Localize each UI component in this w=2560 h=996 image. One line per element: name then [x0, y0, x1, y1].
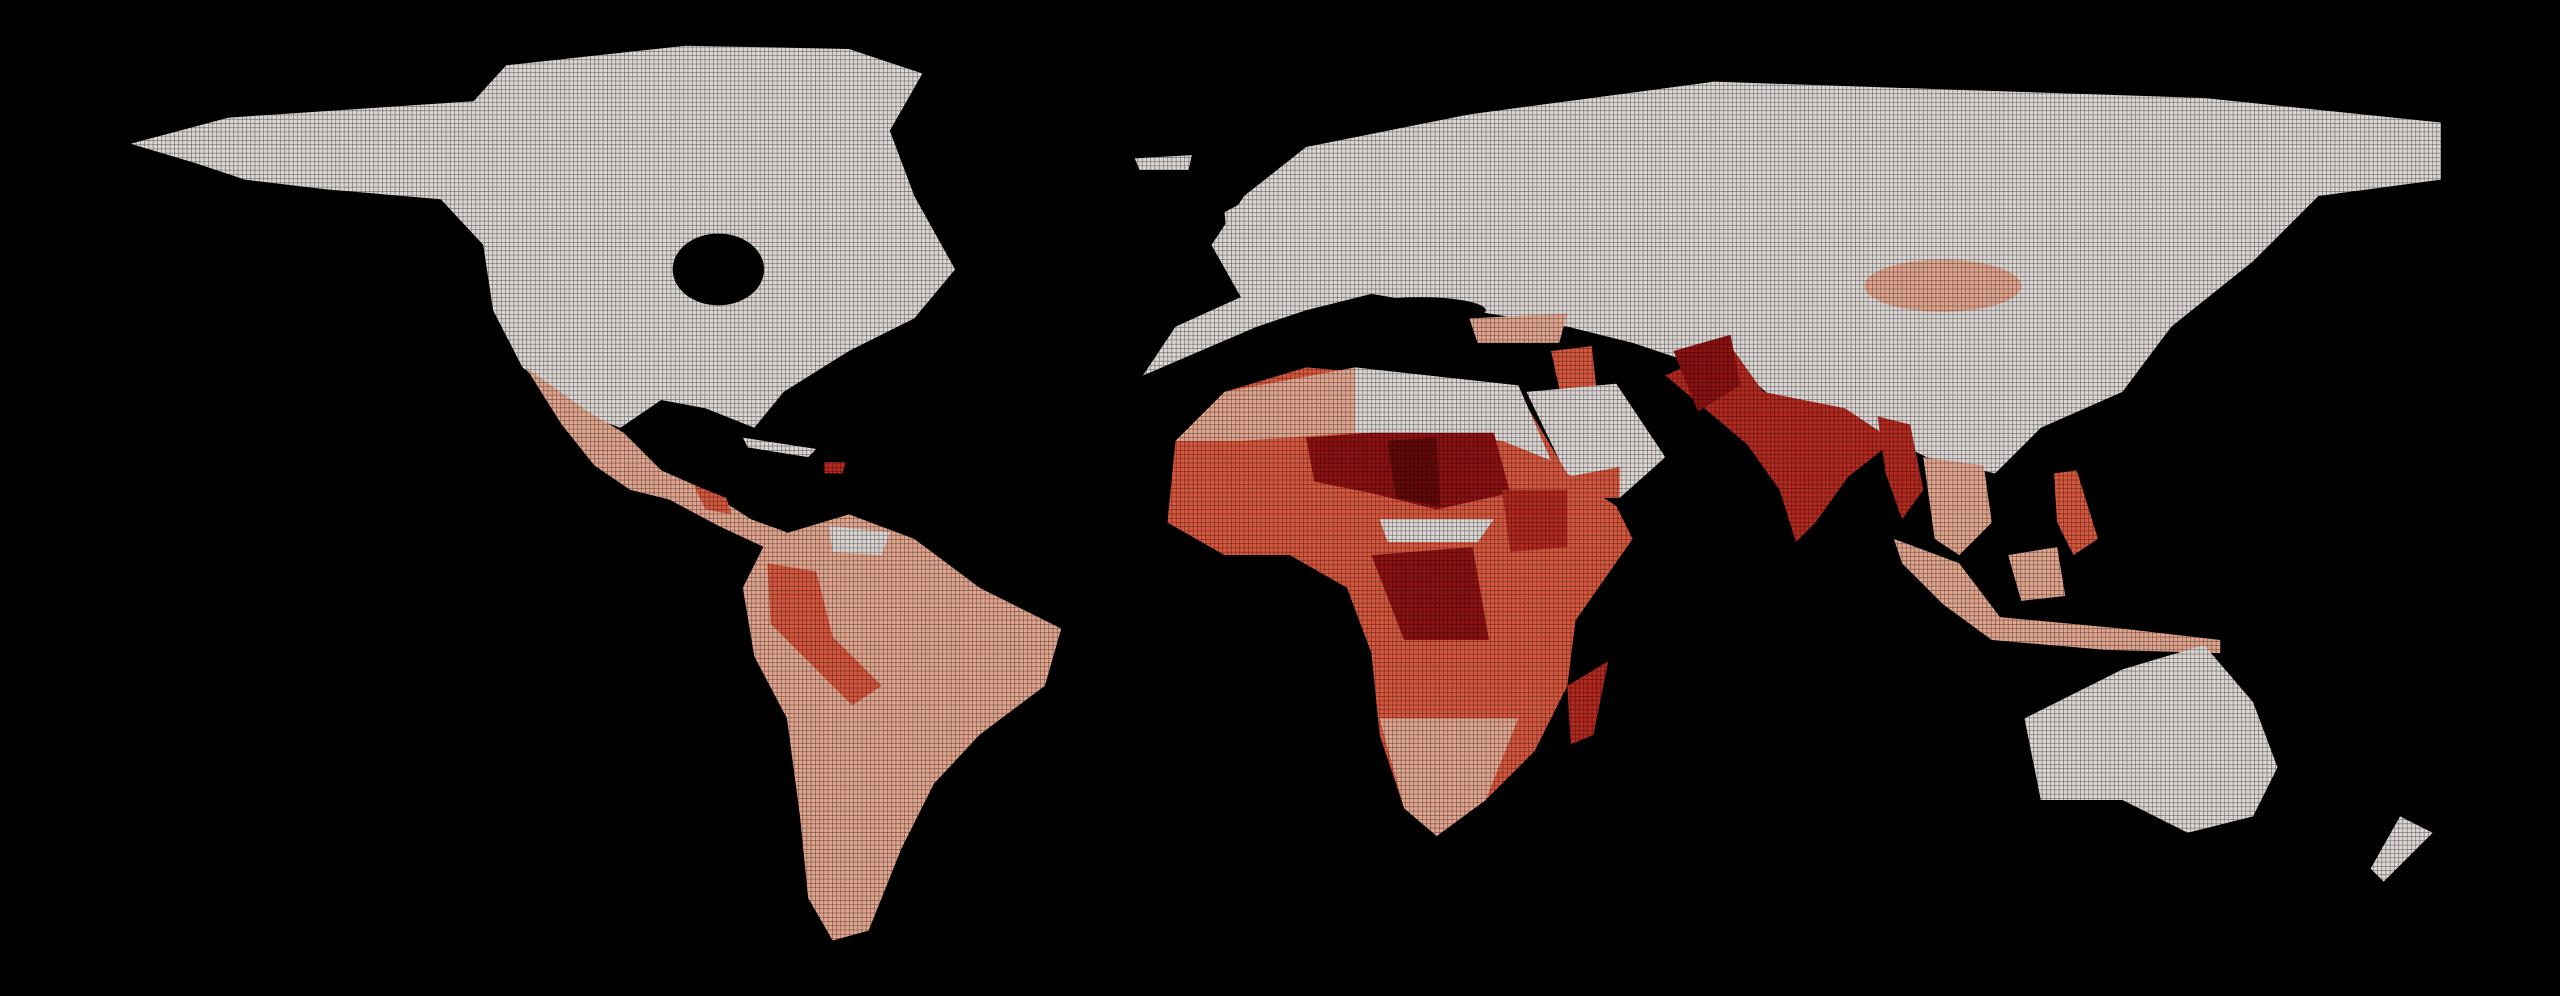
page: (() => { const data = JSON.parse(documen… [0, 0, 2560, 996]
dot-texture [0, 0, 2560, 996]
world-map [0, 0, 2560, 996]
